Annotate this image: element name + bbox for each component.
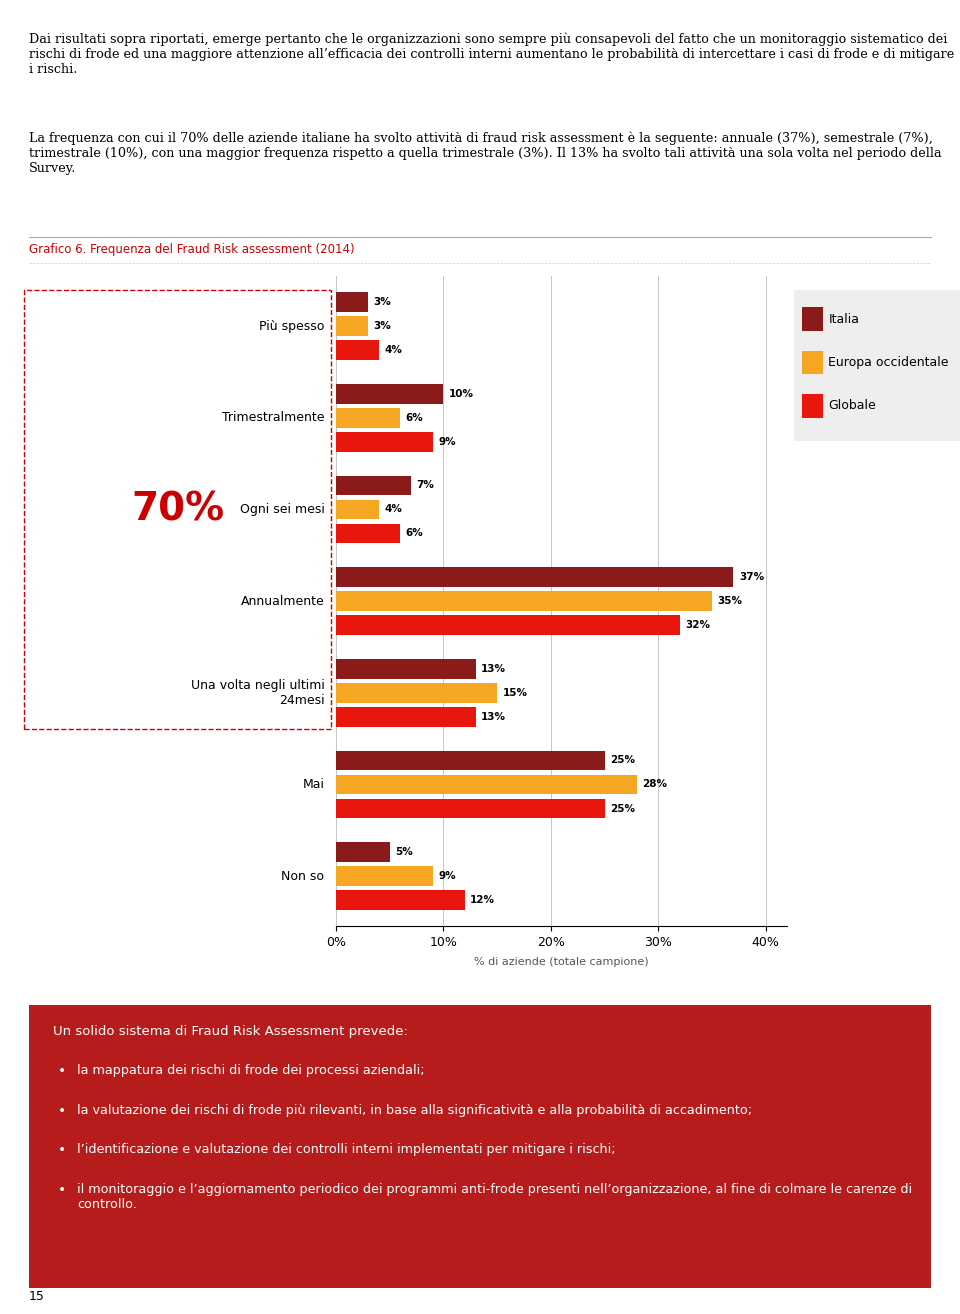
Text: 3%: 3% [373, 297, 392, 307]
Text: 12%: 12% [470, 895, 495, 905]
Text: 25%: 25% [610, 756, 635, 766]
Text: 10%: 10% [448, 389, 474, 399]
Text: Mai: Mai [302, 778, 324, 791]
Text: 6%: 6% [406, 413, 423, 423]
Text: Europa occidentale: Europa occidentale [828, 356, 949, 369]
Text: Più spesso: Più spesso [259, 319, 324, 332]
Text: 32%: 32% [685, 620, 710, 631]
Bar [336, 524, 400, 543]
Text: 13%: 13% [481, 664, 506, 674]
Bar [336, 750, 605, 770]
Bar [336, 568, 733, 587]
Text: 9%: 9% [438, 871, 456, 882]
Text: Un solido sistema di Fraud Risk Assessment prevede:: Un solido sistema di Fraud Risk Assessme… [53, 1025, 408, 1038]
Bar [336, 292, 369, 311]
Bar [336, 384, 444, 403]
Bar [336, 799, 605, 819]
Text: 3%: 3% [373, 321, 392, 331]
Text: 6%: 6% [406, 528, 423, 539]
Bar [336, 842, 390, 862]
Bar [336, 317, 369, 336]
Text: Annualmente: Annualmente [241, 595, 324, 607]
Text: La frequenza con cui il 70% delle aziende italiane ha svolto attività di fraud r: La frequenza con cui il 70% delle aziend… [29, 131, 942, 175]
Text: Ogni sei mesi: Ogni sei mesi [240, 503, 324, 516]
Text: •: • [58, 1104, 66, 1118]
Bar [336, 476, 411, 495]
Text: 15: 15 [29, 1290, 45, 1303]
Bar [336, 683, 497, 703]
Bar [336, 891, 465, 911]
Text: il monitoraggio e l’aggiornamento periodico dei programmi anti-frode presenti ne: il monitoraggio e l’aggiornamento period… [77, 1183, 912, 1210]
Text: 5%: 5% [396, 848, 413, 857]
Text: Una volta negli ultimi
24mesi: Una volta negli ultimi 24mesi [191, 679, 324, 707]
Text: •: • [58, 1143, 66, 1158]
Text: 4%: 4% [384, 346, 402, 355]
Bar [336, 707, 475, 727]
Text: la mappatura dei rischi di frode dei processi aziendali;: la mappatura dei rischi di frode dei pro… [77, 1064, 424, 1077]
Bar [336, 866, 433, 886]
Text: •: • [58, 1064, 66, 1079]
Text: Non so: Non so [281, 870, 324, 883]
Text: 13%: 13% [481, 712, 506, 721]
Text: 28%: 28% [642, 779, 667, 790]
Bar [336, 340, 379, 360]
Bar [336, 660, 475, 678]
Bar [336, 407, 400, 427]
Text: •: • [58, 1183, 66, 1197]
Text: 9%: 9% [438, 436, 456, 447]
Bar [336, 591, 712, 611]
Text: 35%: 35% [717, 597, 742, 606]
Bar [336, 499, 379, 519]
Bar [336, 432, 433, 452]
Text: Globale: Globale [828, 399, 876, 413]
Bar [336, 615, 680, 635]
Text: 37%: 37% [739, 572, 764, 582]
Text: l’identificazione e valutazione dei controlli interni implementati per mitigare : l’identificazione e valutazione dei cont… [77, 1143, 615, 1156]
Text: 70%: 70% [131, 490, 225, 528]
Text: Trimestralmente: Trimestralmente [222, 411, 324, 424]
Text: la valutazione dei rischi di frode più rilevanti, in base alla significatività e: la valutazione dei rischi di frode più r… [77, 1104, 752, 1117]
Text: 25%: 25% [610, 803, 635, 813]
Text: 4%: 4% [384, 505, 402, 515]
Text: 15%: 15% [502, 687, 527, 698]
Text: 7%: 7% [417, 481, 435, 490]
Text: Italia: Italia [828, 313, 859, 326]
X-axis label: % di aziende (totale campione): % di aziende (totale campione) [474, 958, 649, 967]
Bar [336, 775, 636, 795]
Text: Grafico 6. Frequenza del Fraud Risk assessment (2014): Grafico 6. Frequenza del Fraud Risk asse… [29, 243, 354, 256]
Text: Dai risultati sopra riportati, emerge pertanto che le organizzazioni sono sempre: Dai risultati sopra riportati, emerge pe… [29, 33, 954, 76]
